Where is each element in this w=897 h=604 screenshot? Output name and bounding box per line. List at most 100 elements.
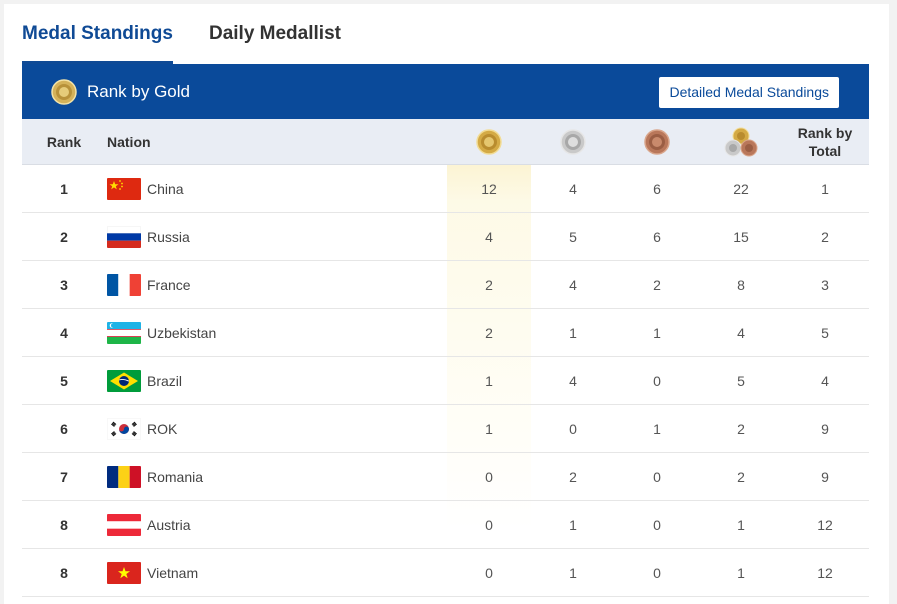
- rank-by-total: 9: [821, 421, 829, 437]
- nation-name: Brazil: [147, 373, 183, 389]
- china-flag-icon: [107, 178, 141, 200]
- total-count: 2: [737, 421, 745, 437]
- vietnam-flag-icon: [107, 562, 141, 584]
- gold-count: 1: [485, 421, 493, 437]
- rank-banner: Rank by Gold Detailed Medal Standings: [22, 64, 869, 119]
- total-count: 1: [737, 565, 745, 581]
- gold-medal-icon: [476, 129, 502, 155]
- header-gold[interactable]: [447, 119, 531, 165]
- medal-standings-card: Medal Standings Daily Medallist Rank by …: [4, 4, 889, 604]
- nation-name: Uzbekistan: [147, 325, 217, 341]
- table-header: Rank Nation: [22, 119, 869, 165]
- silver-medal-icon: [560, 129, 586, 155]
- rank-cell: 1: [60, 181, 68, 197]
- gold-count: 12: [481, 181, 497, 197]
- rank-cell: 2: [60, 229, 68, 245]
- silver-count: 2: [569, 469, 577, 485]
- gold-count: 0: [485, 517, 493, 533]
- bronze-count: 0: [653, 565, 661, 581]
- rank-by-total: 2: [821, 229, 829, 245]
- nation-cell[interactable]: Russia: [107, 213, 307, 261]
- total-count: 4: [737, 325, 745, 341]
- rank-by-total: 12: [817, 565, 833, 581]
- header-nation[interactable]: Nation: [107, 134, 151, 150]
- romania-flag-icon: [107, 466, 141, 488]
- austria-flag-icon: [107, 514, 141, 536]
- uzbekistan-flag-icon: [107, 322, 141, 344]
- silver-count: 4: [569, 181, 577, 197]
- header-bronze[interactable]: [615, 119, 699, 165]
- header-total[interactable]: [699, 119, 783, 165]
- nation-name: France: [147, 277, 191, 293]
- bronze-count: 0: [653, 517, 661, 533]
- table-row[interactable]: 6 ROK 1 0 1 2 9: [22, 405, 869, 453]
- total-count: 22: [733, 181, 749, 197]
- tab-bar: Medal Standings Daily Medallist: [22, 4, 377, 64]
- silver-count: 1: [569, 517, 577, 533]
- rank-cell: 5: [60, 373, 68, 389]
- detailed-medal-standings-button[interactable]: Detailed Medal Standings: [659, 77, 839, 108]
- header-silver[interactable]: [531, 119, 615, 165]
- silver-count: 0: [569, 421, 577, 437]
- gold-count: 1: [485, 373, 493, 389]
- rank-by-total: 9: [821, 469, 829, 485]
- header-rank[interactable]: Rank: [46, 134, 82, 150]
- gold-medal-icon: [51, 78, 77, 105]
- total-count: 8: [737, 277, 745, 293]
- rank-cell: 8: [60, 565, 68, 581]
- medal-table-body: 1 China 12 4 6 22 1 2: [22, 165, 869, 597]
- table-row[interactable]: 5 Brazil 1 4 0 5 4: [22, 357, 869, 405]
- gold-count: 2: [485, 325, 493, 341]
- nation-cell[interactable]: ROK: [107, 405, 307, 453]
- gold-column-highlight: [447, 119, 531, 529]
- nation-cell[interactable]: Vietnam: [107, 549, 307, 597]
- rank-cell: 3: [60, 277, 68, 293]
- nation-cell[interactable]: Romania: [107, 453, 307, 501]
- nation-cell[interactable]: China: [107, 165, 307, 213]
- table-row[interactable]: 7 Romania 0 2 0 2 9: [22, 453, 869, 501]
- tab-medal-standings[interactable]: Medal Standings: [22, 4, 173, 64]
- rank-cell: 4: [60, 325, 68, 341]
- gold-count: 2: [485, 277, 493, 293]
- table-row[interactable]: 8 Vietnam 0 1 0 1 12: [22, 549, 869, 597]
- rank-cell: 6: [60, 421, 68, 437]
- total-count: 15: [733, 229, 749, 245]
- nation-name: China: [147, 181, 184, 197]
- gold-count: 0: [485, 469, 493, 485]
- table-row[interactable]: 8 Austria 0 1 0 1 12: [22, 501, 869, 549]
- table-row[interactable]: 3 France 2 4 2 8 3: [22, 261, 869, 309]
- tab-daily-medallist[interactable]: Daily Medallist: [208, 23, 341, 44]
- nation-cell[interactable]: Austria: [107, 501, 307, 549]
- total-count: 5: [737, 373, 745, 389]
- rank-cell: 8: [60, 517, 68, 533]
- rank-cell: 7: [60, 469, 68, 485]
- banner-title: Rank by Gold: [87, 81, 190, 101]
- france-flag-icon: [107, 274, 141, 296]
- gold-count: 4: [485, 229, 493, 245]
- silver-count: 4: [569, 277, 577, 293]
- nation-cell[interactable]: Uzbekistan: [107, 309, 307, 357]
- bronze-count: 2: [653, 277, 661, 293]
- table-row[interactable]: 2 Russia 4 5 6 15 2: [22, 213, 869, 261]
- nation-name: Romania: [147, 469, 204, 485]
- nation-name: Vietnam: [147, 565, 199, 581]
- silver-count: 4: [569, 373, 577, 389]
- table-row[interactable]: 1 China 12 4 6 22 1: [22, 165, 869, 213]
- gold-count: 0: [485, 565, 493, 581]
- rank-by-total: 1: [821, 181, 829, 197]
- total-medals-icon: [724, 127, 758, 157]
- bronze-count: 0: [653, 373, 661, 389]
- bronze-count: 1: [653, 325, 661, 341]
- rank-by-total: 3: [821, 277, 829, 293]
- silver-count: 1: [569, 565, 577, 581]
- nation-name: Austria: [147, 517, 191, 533]
- brazil-flag-icon: [107, 370, 141, 392]
- rank-by-total: 12: [817, 517, 833, 533]
- nation-cell[interactable]: Brazil: [107, 357, 307, 405]
- russia-flag-icon: [107, 226, 141, 248]
- nation-name: Russia: [147, 229, 190, 245]
- nation-cell[interactable]: France: [107, 261, 307, 309]
- table-row[interactable]: 4 Uzbekistan 2 1 1 4 5: [22, 309, 869, 357]
- header-rank-by-total[interactable]: Rank by Total: [797, 125, 853, 159]
- nation-name: ROK: [147, 421, 178, 437]
